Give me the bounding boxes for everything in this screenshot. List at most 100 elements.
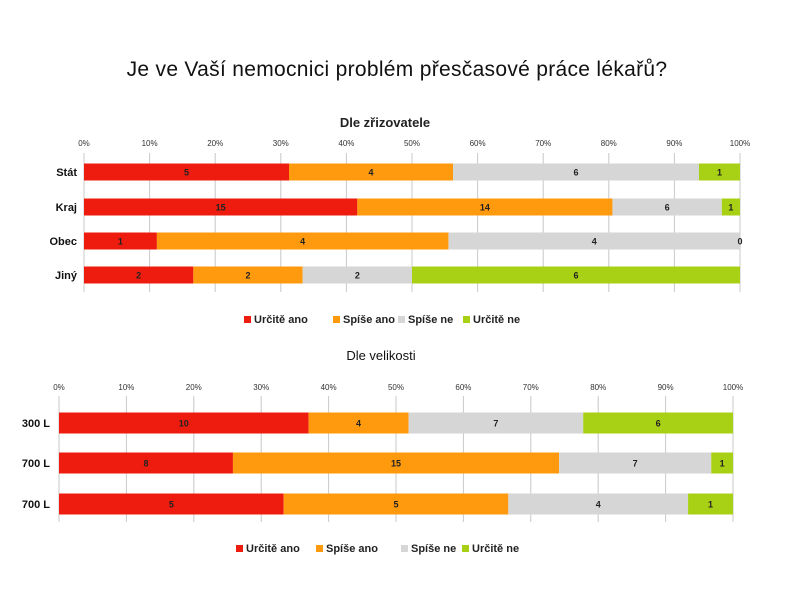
bar-segment (699, 163, 740, 181)
bar-segment (84, 266, 194, 284)
data-label: 1 (728, 203, 733, 213)
data-label: 0 (737, 237, 742, 247)
x-tick-label: 40% (338, 139, 354, 148)
category-label: Obec (49, 236, 77, 248)
legend-label: Spíše ano (326, 543, 378, 555)
bar-segment (84, 163, 289, 181)
x-tick-label: 40% (321, 383, 337, 392)
data-label: 6 (665, 203, 670, 213)
legend-swatch (462, 545, 469, 552)
data-label: 4 (368, 168, 373, 178)
category-label: Kraj (56, 202, 77, 214)
legend-swatch (236, 545, 243, 552)
chart-title: Dle velikosti (346, 348, 415, 363)
bar-segment (84, 198, 358, 216)
x-tick-label: 60% (470, 139, 486, 148)
data-label: 4 (592, 237, 597, 247)
data-label: 1 (708, 500, 713, 510)
legend-swatch (333, 316, 340, 323)
bar-segment (453, 163, 699, 181)
chart-title: Dle zřizovatele (340, 115, 430, 130)
category-label: Jiný (55, 270, 78, 282)
legend-label: Spíše ne (411, 543, 456, 555)
bar-segment (308, 412, 409, 434)
data-label: 2 (136, 271, 141, 281)
bar-segment (408, 412, 584, 434)
bar-segment (84, 232, 157, 250)
x-tick-label: 10% (118, 383, 134, 392)
bar-segment (508, 493, 689, 515)
x-tick-label: 100% (723, 383, 743, 392)
bar-segment (59, 493, 284, 515)
legend-swatch (463, 316, 470, 323)
data-label: 6 (573, 271, 578, 281)
category-label: 700 L (22, 499, 50, 511)
bar-segment (289, 163, 453, 181)
legend-label: Určitě ano (246, 543, 300, 555)
data-label: 15 (391, 459, 401, 469)
bar-segment (711, 452, 733, 474)
data-label: 1 (118, 237, 123, 247)
bar-segment (193, 266, 303, 284)
x-tick-label: 0% (78, 139, 90, 148)
legend-swatch (316, 545, 323, 552)
bar-segment (559, 452, 712, 474)
data-label: 5 (393, 500, 398, 510)
bar-segment (448, 232, 740, 250)
bar-segment (283, 493, 509, 515)
data-label: 4 (300, 237, 305, 247)
bar-segment (232, 452, 560, 474)
data-label: 5 (184, 168, 189, 178)
category-label: 300 L (22, 418, 50, 430)
category-label: 700 L (22, 458, 50, 470)
bar-segment (612, 198, 722, 216)
x-tick-label: 100% (730, 139, 750, 148)
legend-label: Určitě ne (473, 314, 520, 326)
legend-swatch (244, 316, 251, 323)
data-label: 10 (179, 419, 189, 429)
bar-segment (59, 412, 309, 434)
category-label: Stát (56, 167, 77, 179)
data-label: 15 (216, 203, 226, 213)
bar-segment (583, 412, 733, 434)
legend-label: Určitě ano (254, 314, 308, 326)
bar-segment (721, 198, 740, 216)
legend-label: Spíše ano (343, 314, 395, 326)
x-tick-label: 50% (388, 383, 404, 392)
data-label: 1 (717, 168, 722, 178)
bar-segment (59, 452, 233, 474)
bar-segment (412, 266, 740, 284)
x-tick-label: 80% (590, 383, 606, 392)
x-tick-label: 90% (658, 383, 674, 392)
bar-segment (357, 198, 613, 216)
data-label: 4 (596, 500, 601, 510)
data-label: 4 (356, 419, 361, 429)
data-label: 2 (355, 271, 360, 281)
legend-label: Určitě ne (472, 543, 519, 555)
x-tick-label: 80% (601, 139, 617, 148)
data-label: 7 (493, 419, 498, 429)
x-tick-label: 70% (535, 139, 551, 148)
data-label: 6 (573, 168, 578, 178)
x-tick-label: 30% (273, 139, 289, 148)
data-label: 14 (480, 203, 490, 213)
data-label: 1 (720, 459, 725, 469)
x-tick-label: 50% (404, 139, 420, 148)
x-tick-label: 60% (455, 383, 471, 392)
data-label: 8 (143, 459, 148, 469)
bar-segment (688, 493, 733, 515)
x-tick-label: 30% (253, 383, 269, 392)
x-tick-label: 70% (523, 383, 539, 392)
legend-swatch (401, 545, 408, 552)
data-label: 6 (656, 419, 661, 429)
x-tick-label: 90% (666, 139, 682, 148)
page-title: Je ve Vaší nemocnici problém přesčasové … (126, 58, 668, 81)
data-label: 7 (633, 459, 638, 469)
bar-segment (156, 232, 449, 250)
x-tick-label: 0% (53, 383, 65, 392)
legend-swatch (398, 316, 405, 323)
legend-label: Spíše ne (408, 314, 453, 326)
bar-segment (302, 266, 412, 284)
x-tick-label: 20% (207, 139, 223, 148)
